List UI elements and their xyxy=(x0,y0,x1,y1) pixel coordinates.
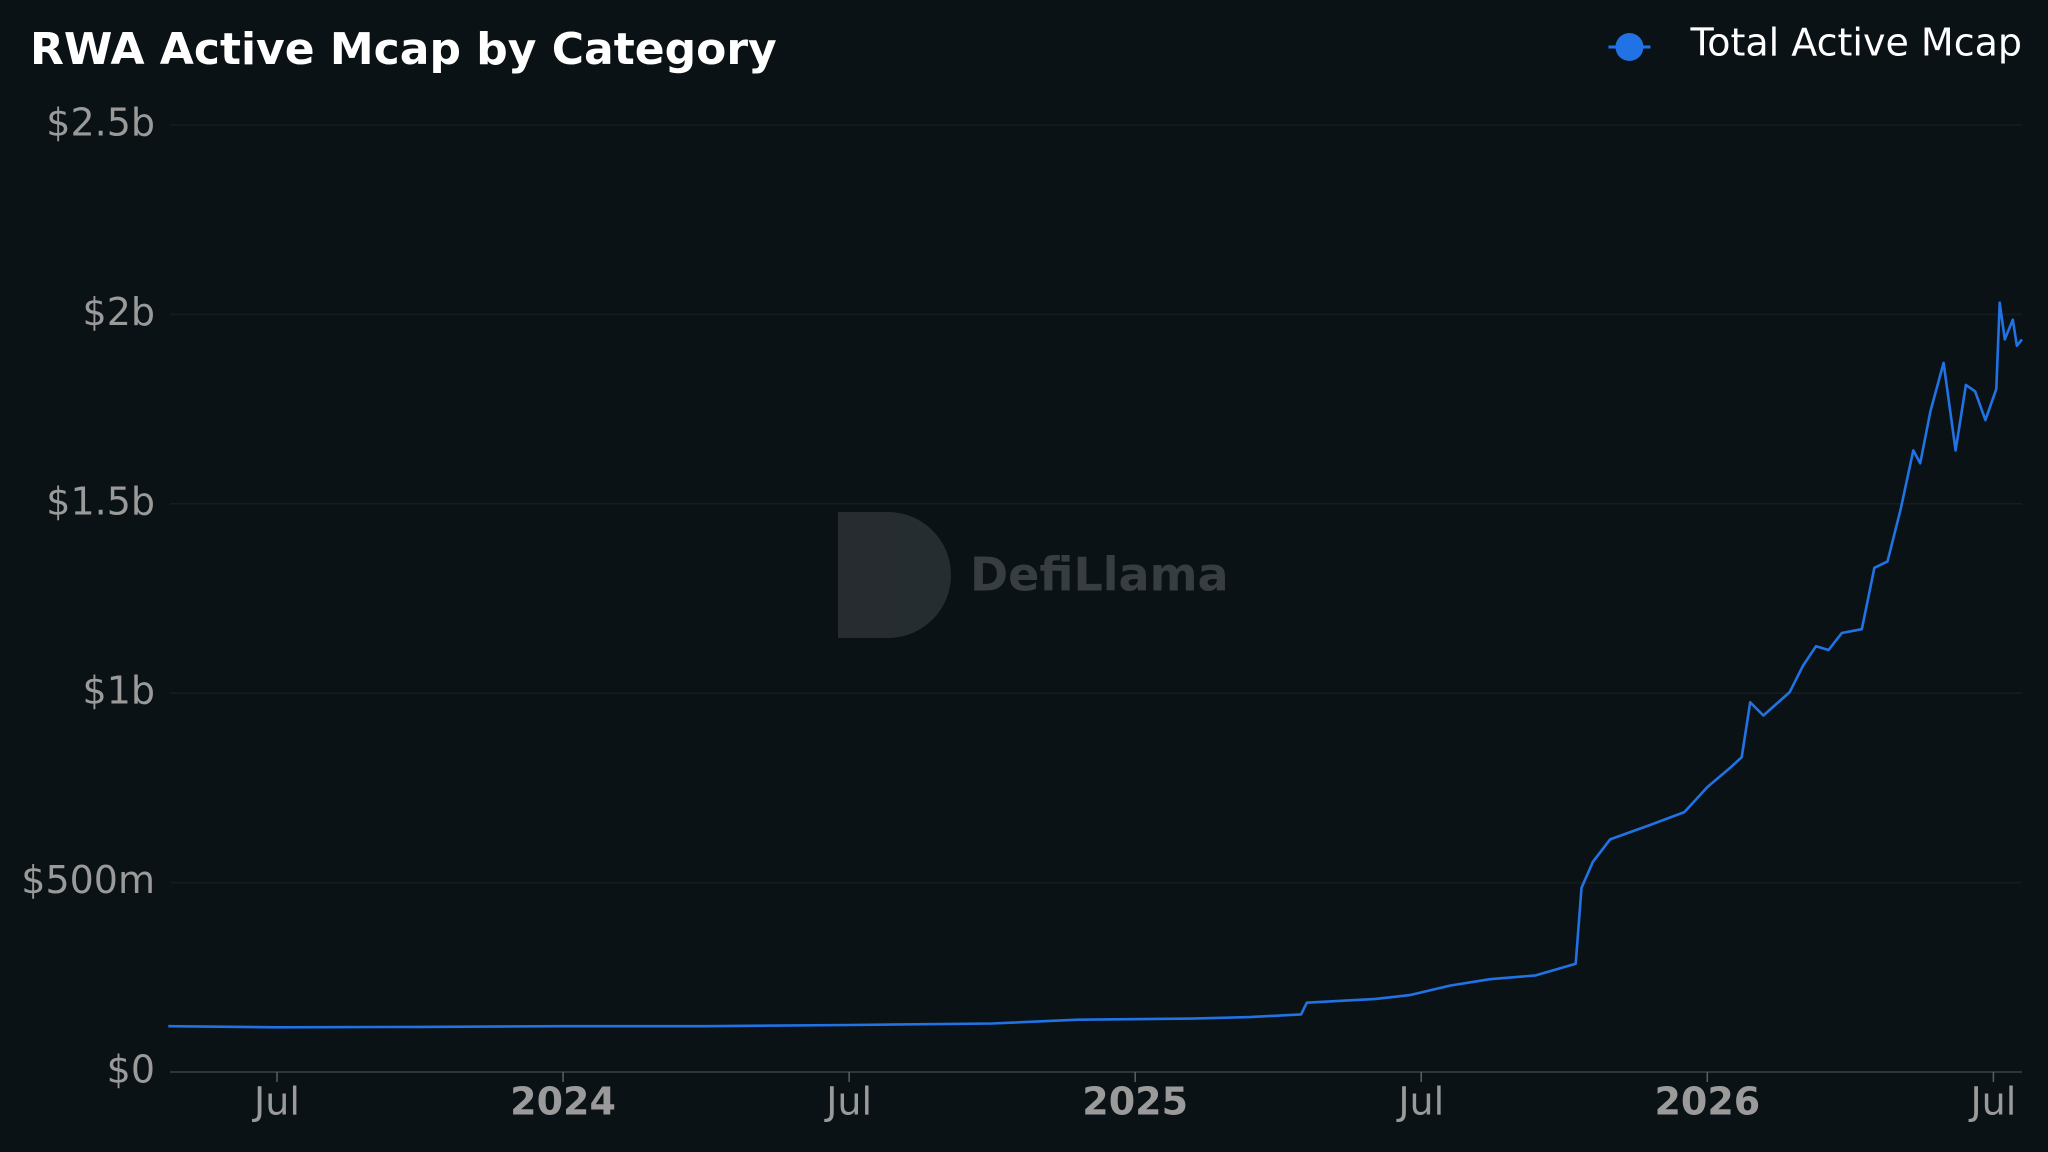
x-tick-label: 2026 xyxy=(1654,1080,1760,1124)
series-line xyxy=(168,301,2024,1029)
y-tick-label: $2b xyxy=(83,290,155,334)
watermark-text: DefiLlama xyxy=(970,548,1229,602)
watermark-logo xyxy=(838,512,951,638)
legend-marker xyxy=(1615,33,1644,61)
y-tick-label: $1.5b xyxy=(46,479,155,523)
watermark: DefiLlama xyxy=(838,512,1229,638)
y-tick-label: $500m xyxy=(21,858,155,902)
x-tick-label: 2024 xyxy=(510,1080,616,1124)
x-tick-label: Jul xyxy=(252,1080,300,1124)
y-tick-label: $1b xyxy=(83,669,155,713)
x-tick-label: Jul xyxy=(824,1080,872,1124)
x-tick-label: Jul xyxy=(1396,1080,1444,1124)
x-tick-label: Jul xyxy=(1968,1080,2016,1124)
chart-title: RWA Active Mcap by Category xyxy=(30,24,777,75)
legend-label: Total Active Mcap xyxy=(1689,21,2022,65)
y-tick-label: $2.5b xyxy=(46,101,155,145)
x-tick-label: 2025 xyxy=(1082,1080,1188,1124)
y-tick-label: $0 xyxy=(107,1048,155,1092)
